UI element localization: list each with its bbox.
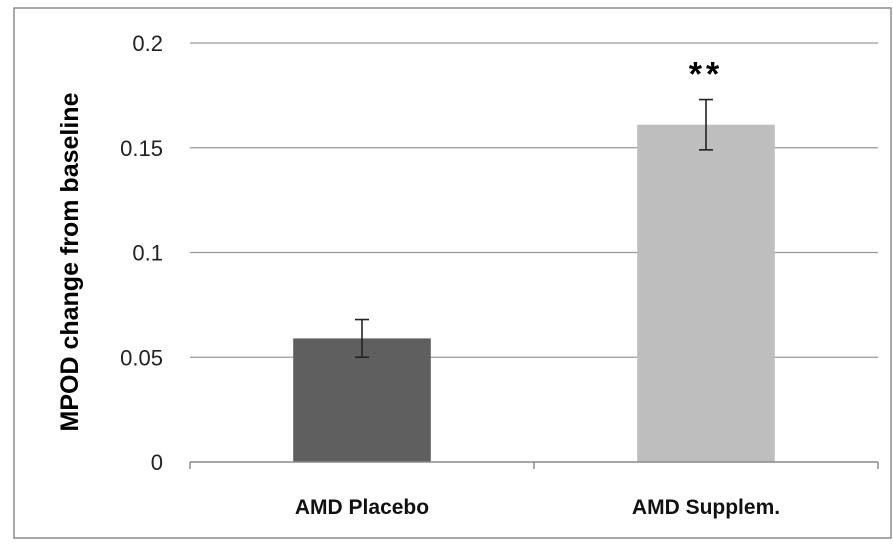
- category-labels: AMD Placebo AMD Supplem.: [295, 496, 780, 519]
- significance-marker: **: [689, 56, 723, 94]
- y-tick-labels: 0 0.05 0.1 0.15 0.2: [120, 31, 163, 475]
- y-tick-label: 0: [151, 450, 163, 475]
- y-tick-label: 0.15: [120, 136, 163, 161]
- bars: [293, 124, 775, 462]
- y-tick-label: 0.05: [120, 345, 163, 370]
- bar: [293, 338, 431, 462]
- error-bars: [355, 98, 713, 359]
- category-label: AMD Supplem.: [632, 496, 780, 519]
- bar: [637, 124, 775, 462]
- y-tick-label: 0.1: [132, 241, 163, 266]
- category-label: AMD Placebo: [295, 496, 429, 519]
- annotations: **: [689, 56, 723, 94]
- y-axis-title: MPOD change from baseline: [56, 92, 84, 431]
- y-tick-label: 0.2: [132, 31, 163, 56]
- x-axis: [189, 461, 879, 469]
